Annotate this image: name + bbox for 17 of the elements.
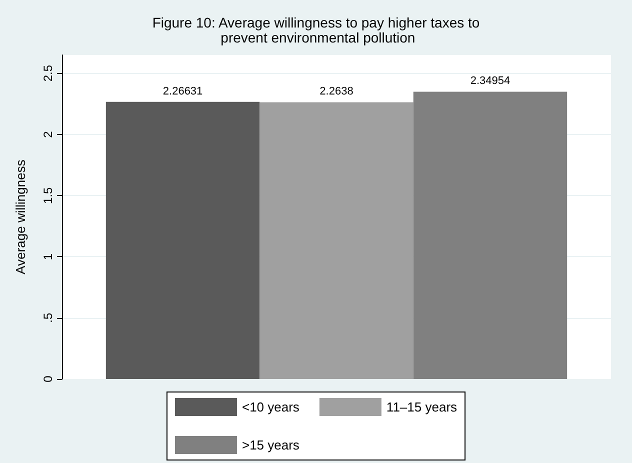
bar [106,102,260,379]
y-tick-label: 1 [41,253,55,260]
legend-label: 11–15 years [386,400,458,414]
data-label: 2.34954 [470,75,510,88]
y-tick-label: .5 [41,312,55,323]
y-axis-title: Average willingness [13,159,28,274]
y-tick-label: 2.5 [41,64,55,82]
legend-label: <10 years [242,400,300,414]
y-tick-label: 2 [41,130,55,138]
y-tick-label: 0 [41,375,55,382]
bar [260,102,414,379]
legend-label: >15 years [242,438,300,452]
bar [413,92,568,379]
data-label: 2.26631 [162,85,203,98]
chart-title: Figure 10: Average willingness to pay higher taxes to prevent environmental pollution [152,14,480,46]
data-label: 2.2638 [320,86,354,98]
y-tick-label: 1.5 [41,186,55,204]
